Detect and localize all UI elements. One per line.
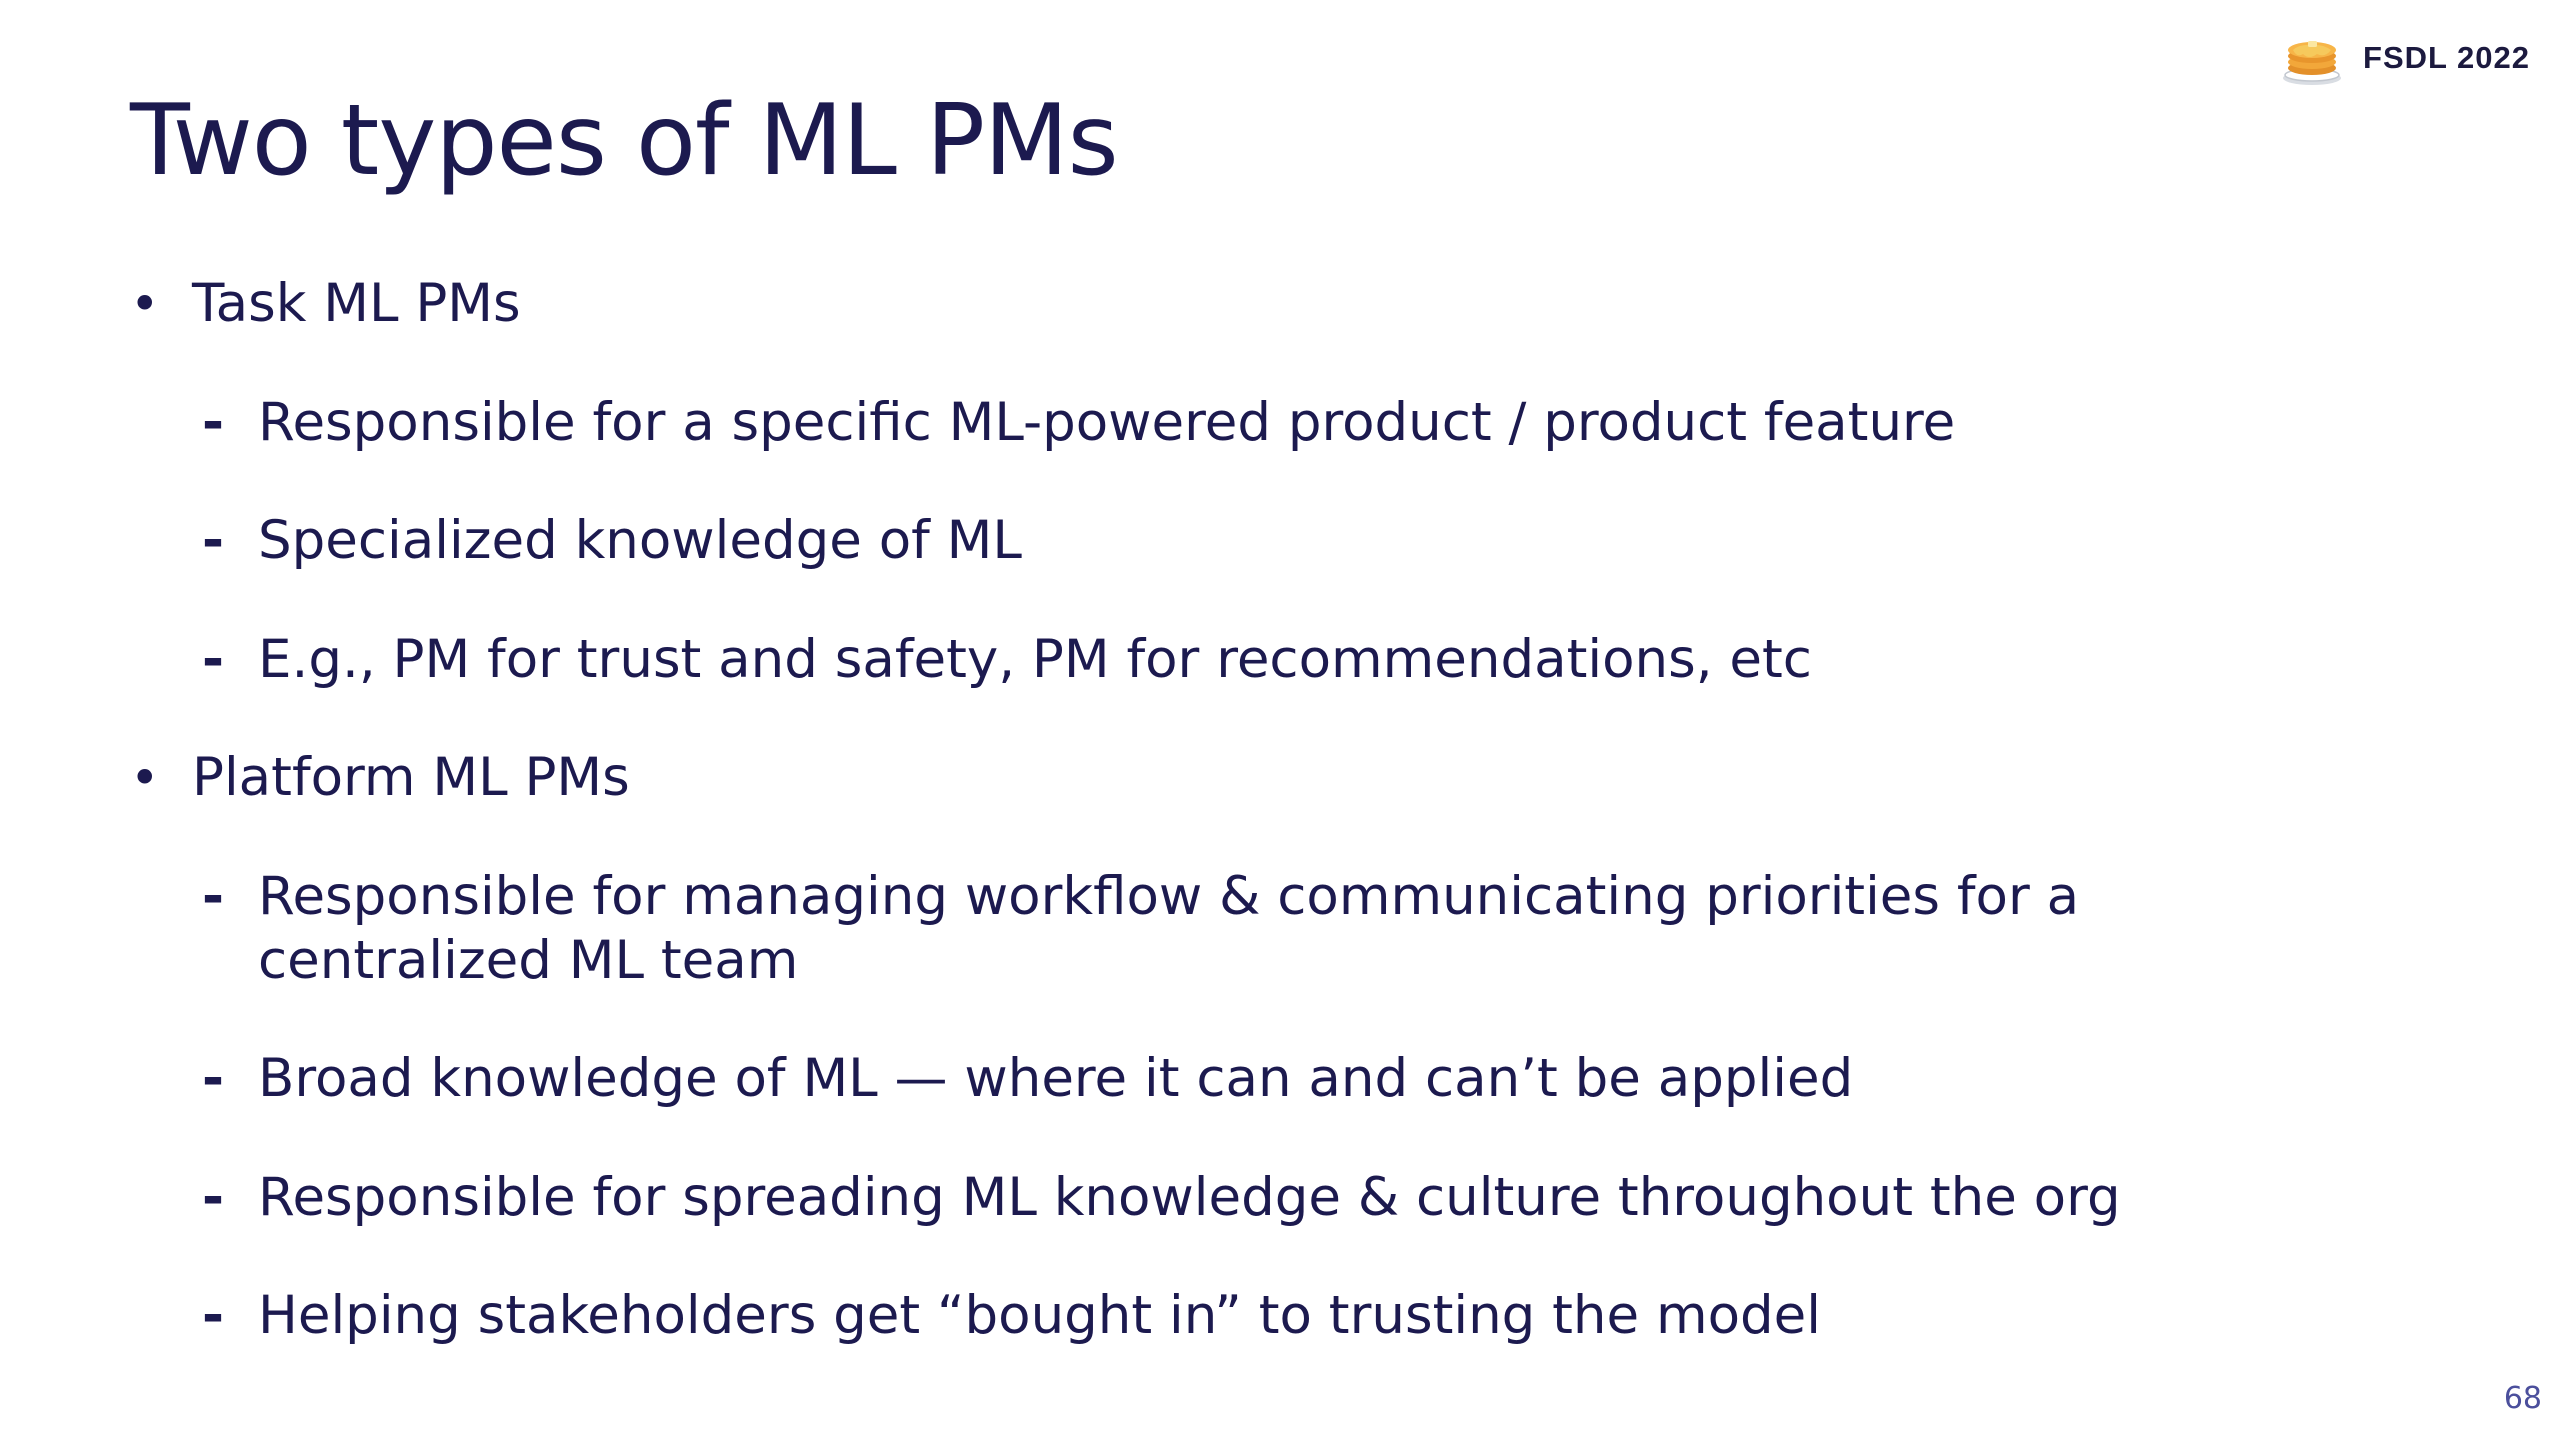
sub-bullet-dash: -	[202, 1048, 224, 1110]
sub-bullet-dash: -	[202, 510, 224, 572]
sub-bullet-text: Broad knowledge of ML — where it can and…	[258, 1048, 1854, 1110]
bullet-item: • Platform ML PMs	[130, 746, 2280, 810]
sub-bullet-dash: -	[202, 1166, 224, 1228]
sub-bullet-list: - Responsible for managing workflow & co…	[130, 865, 2280, 1348]
sub-bullet-text: Responsible for spreading ML knowledge &…	[258, 1166, 2121, 1228]
sub-bullet-item: - Responsible for managing workflow & co…	[130, 865, 2280, 992]
sub-bullet-item: - Broad knowledge of ML — where it can a…	[130, 1047, 2280, 1111]
sub-bullet-text: Responsible for managing workflow & comm…	[258, 865, 2080, 991]
conference-badge: FSDL 2022	[2279, 28, 2530, 88]
sub-bullet-item: - Specialized knowledge of ML	[130, 509, 2280, 573]
sub-bullet-text: Specialized knowledge of ML	[258, 510, 1022, 572]
bullet-label: Platform ML PMs	[192, 747, 630, 809]
bullet-label: Task ML PMs	[192, 273, 521, 334]
sub-bullet-text: Responsible for a specific ML-powered pr…	[258, 391, 1956, 453]
sub-bullet-dash: -	[202, 865, 224, 927]
bullet-dot: •	[130, 749, 160, 808]
badge-text: FSDL 2022	[2363, 40, 2530, 75]
bullet-list: • Task ML PMs - Responsible for a specif…	[130, 272, 2280, 1403]
bullet-item: • Task ML PMs	[130, 272, 2280, 336]
page-number: 68	[2503, 1381, 2542, 1416]
sub-bullet-list: - Responsible for a specific ML-powered …	[130, 391, 2280, 692]
sub-bullet-item: - Responsible for spreading ML knowledge…	[130, 1166, 2280, 1230]
sub-bullet-item: - Helping stakeholders get “bought in” t…	[130, 1284, 2280, 1348]
sub-bullet-dash: -	[202, 628, 224, 690]
sub-bullet-text: Helping stakeholders get “bought in” to …	[258, 1285, 1822, 1347]
bullet-dot: •	[130, 275, 160, 333]
sub-bullet-item: - E.g., PM for trust and safety, PM for …	[130, 628, 2280, 692]
pancake-icon	[2283, 41, 2342, 85]
sub-bullet-item: - Responsible for a specific ML-powered …	[130, 391, 2280, 455]
sub-bullet-text: E.g., PM for trust and safety, PM for re…	[258, 628, 1812, 690]
slide-title: Two types of ML PMs	[130, 84, 1119, 198]
sub-bullet-dash: -	[202, 1285, 224, 1347]
sub-bullet-dash: -	[202, 391, 224, 453]
